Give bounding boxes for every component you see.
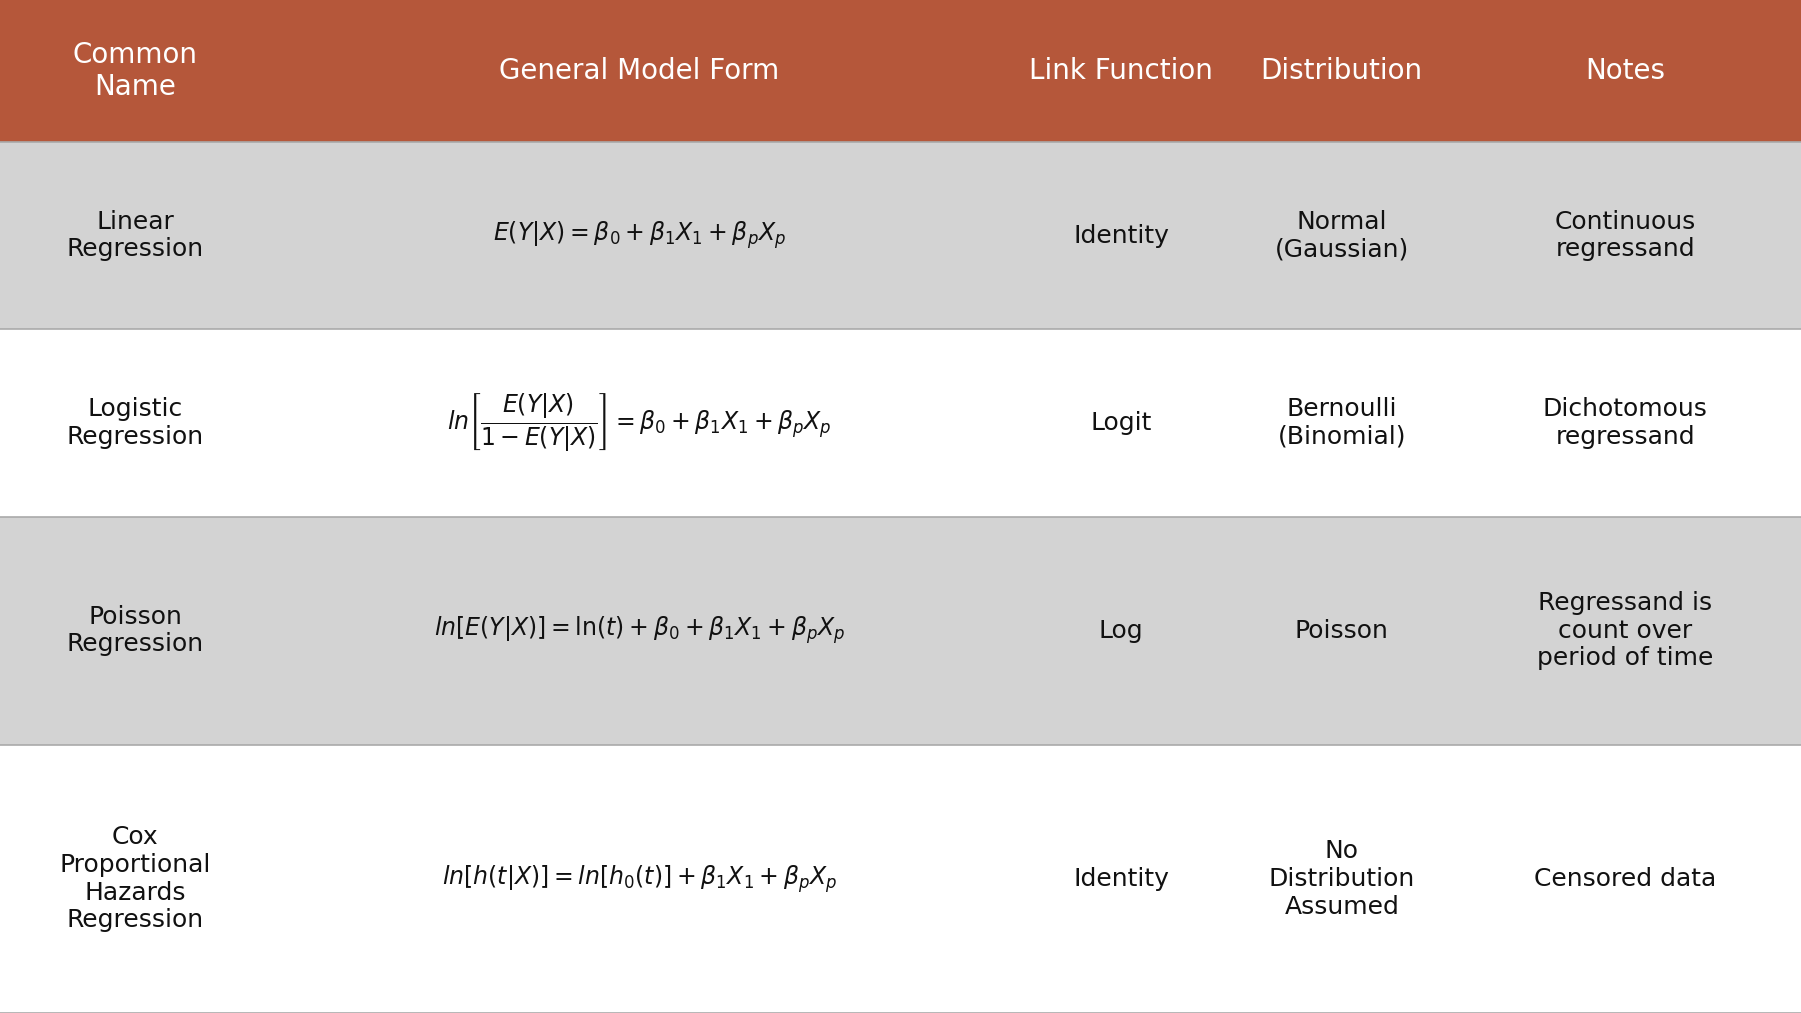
Text: Poisson: Poisson (1295, 619, 1389, 642)
Text: Continuous
regressand: Continuous regressand (1554, 210, 1697, 261)
Text: Identity: Identity (1073, 224, 1169, 247)
Text: Common
Name: Common Name (72, 41, 198, 101)
Bar (0, 517, 1801, 745)
Text: $ln[h(t|X)] = ln[h_0(t)] + \beta_1 X_1 + \beta_p X_p$: $ln[h(t|X)] = ln[h_0(t)] + \beta_1 X_1 +… (441, 863, 837, 894)
Text: Poisson
Regression: Poisson Regression (67, 605, 204, 656)
Text: Cox
Proportional
Hazards
Regression: Cox Proportional Hazards Regression (59, 825, 211, 933)
Text: Notes: Notes (1585, 57, 1666, 85)
Text: Regressand is
count over
period of time: Regressand is count over period of time (1538, 591, 1713, 671)
Text: $ln\left[\dfrac{E(Y|X)}{1 - E(Y|X)}\right] = \beta_0 + \beta_1 X_1 + \beta_p X_p: $ln\left[\dfrac{E(Y|X)}{1 - E(Y|X)}\righ… (447, 392, 832, 454)
Text: $ln[E(Y|X)] = \ln(t) + \beta_0 + \beta_1 X_1 + \beta_p X_p$: $ln[E(Y|X)] = \ln(t) + \beta_0 + \beta_1… (434, 615, 845, 646)
Bar (0, 329, 1801, 517)
Text: General Model Form: General Model Form (499, 57, 780, 85)
Text: Linear
Regression: Linear Regression (67, 210, 204, 261)
Bar (0, 142, 1801, 329)
Text: Identity: Identity (1073, 867, 1169, 890)
Text: Distribution: Distribution (1261, 57, 1423, 85)
Text: Logistic
Regression: Logistic Regression (67, 397, 204, 449)
Text: $E(Y|X) = \beta_0 + \beta_1 X_1 + \beta_p X_p$: $E(Y|X) = \beta_0 + \beta_1 X_1 + \beta_… (493, 220, 785, 251)
Text: Log: Log (1099, 619, 1144, 642)
Text: Bernoulli
(Binomial): Bernoulli (Binomial) (1277, 397, 1407, 449)
Bar (0, 0, 1801, 142)
Text: Logit: Logit (1090, 411, 1153, 435)
Text: Dichotomous
regressand: Dichotomous regressand (1543, 397, 1707, 449)
Text: Link Function: Link Function (1028, 57, 1214, 85)
Text: Normal
(Gaussian): Normal (Gaussian) (1275, 210, 1408, 261)
Text: No
Distribution
Assumed: No Distribution Assumed (1268, 839, 1416, 919)
Bar (0, 745, 1801, 1013)
Text: Censored data: Censored data (1534, 867, 1716, 890)
